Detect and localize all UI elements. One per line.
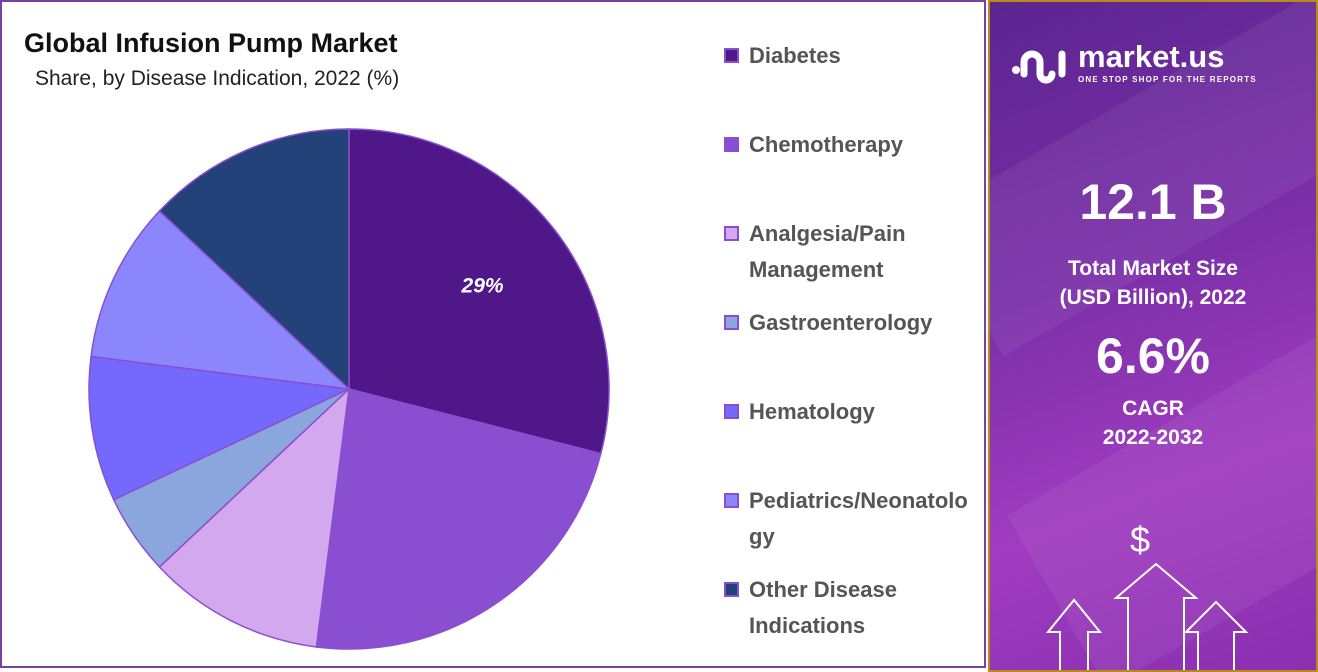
brand-tagline: ONE STOP SHOP FOR THE REPORTS (1078, 75, 1257, 84)
legend-item: Pediatrics/Neonatology (724, 483, 982, 572)
pie-slice (158, 387, 351, 648)
legend-swatch (724, 226, 739, 241)
legend-swatch (724, 48, 739, 63)
legend-label: Hematology (749, 399, 875, 424)
pie-chart: 29% (88, 128, 610, 650)
market-us-logo: market.us ONE STOP SHOP FOR THE REPORTS (1010, 40, 1257, 86)
market-size-unit: (USD Billion), 2022 (1059, 286, 1247, 309)
legend-label: Diabetes (749, 43, 841, 68)
stats: 12.1 B Total Market Size (USD Billion), … (990, 172, 1316, 452)
legend-swatch (724, 404, 739, 419)
pie-slice (158, 128, 350, 391)
cagr-period: 2022-2032 (1102, 426, 1204, 449)
dollar-icon: $ (1130, 519, 1151, 560)
legend-label: Other Disease Indications (749, 577, 897, 638)
chart-subtitle: Share, by Disease Indication, 2022 (%) (35, 67, 400, 90)
legend-label: Analgesia/Pain Management (749, 221, 906, 282)
logo-icon (1012, 50, 1066, 84)
legend-swatch (724, 493, 739, 508)
legend-label: Pediatrics/Neonatology (749, 488, 968, 549)
growth-arrows-icon (1045, 562, 1249, 670)
cagr-label: CAGR (1122, 397, 1184, 420)
data-label: 29% (461, 274, 504, 297)
legend: Diabetes Chemotherapy Analgesia/Pain Manag… (724, 38, 982, 644)
market-size-value: 12.1 B (1079, 174, 1227, 230)
chart-header: Global Infusion Pump Market Share, by Di… (24, 26, 399, 92)
legend-item: Other Disease Indications (724, 572, 982, 644)
market-size-label: Total Market Size (1068, 257, 1238, 280)
chart-panel: Global Infusion Pump Market Share, by Di… (0, 0, 986, 668)
legend-item: Chemotherapy (724, 127, 982, 216)
chart-title: Global Infusion Pump Market (24, 28, 398, 58)
summary-panel: market.us ONE STOP SHOP FOR THE REPORTS … (988, 0, 1318, 672)
legend-item: Analgesia/Pain Management (724, 216, 982, 305)
legend-swatch (724, 315, 739, 330)
cagr-value: 6.6% (1096, 328, 1210, 384)
legend-label: Chemotherapy (749, 132, 904, 157)
legend-swatch (724, 137, 739, 152)
pie-slice (348, 128, 610, 455)
pie-slice (88, 355, 352, 501)
pie-slice (90, 209, 352, 391)
legend-item: Gastroenterology (724, 305, 982, 394)
legend-item: Hematology (724, 394, 982, 483)
legend-item: Diabetes (724, 38, 982, 127)
legend-label: Gastroenterology (749, 310, 933, 335)
brand-name: market.us (1078, 39, 1225, 74)
pie-slice (315, 388, 602, 650)
legend-swatch (724, 582, 739, 597)
